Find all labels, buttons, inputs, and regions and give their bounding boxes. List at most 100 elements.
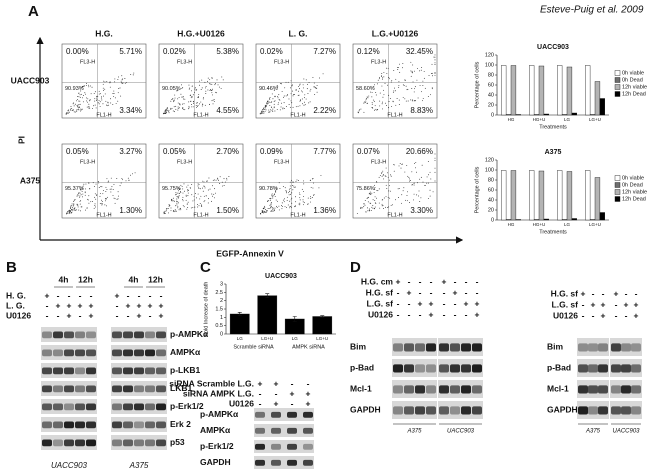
event-dot (382, 174, 384, 176)
condition-sign: - (116, 300, 119, 310)
event-dot (106, 80, 108, 82)
quadrant-pct: 75.86% (356, 186, 375, 192)
event-dot (281, 205, 283, 207)
blot-band (393, 343, 403, 352)
condition-sign: + (396, 276, 401, 286)
event-dot (73, 209, 75, 211)
blot-band (404, 385, 414, 394)
condition-sign: + (581, 288, 586, 298)
event-dot (269, 98, 270, 100)
event-dot (420, 69, 422, 71)
event-dot (175, 194, 176, 196)
event-dot (193, 195, 195, 197)
event-dot (273, 209, 275, 211)
blot-band (86, 421, 96, 429)
condition-label: H.G. sf (366, 287, 394, 297)
blot-band (145, 421, 155, 429)
condition-label: H.G. sf (551, 288, 579, 298)
event-dot (93, 92, 95, 94)
event-dot (291, 85, 293, 87)
event-dot (415, 171, 417, 173)
axis-name: FL1-H (96, 112, 111, 118)
event-dot (124, 82, 126, 84)
blot-band (621, 406, 631, 415)
bar (533, 114, 540, 116)
event-dot (209, 89, 211, 91)
condition-sign: + (634, 310, 639, 320)
event-dot (104, 198, 106, 200)
blot-band (426, 343, 436, 352)
event-dot (284, 87, 286, 89)
event-dot (125, 82, 127, 83)
y-tick-label: 60 (488, 187, 494, 193)
cell-line: UACC903 (447, 429, 475, 435)
event-dot (302, 199, 304, 201)
y-tick-label: 40 (488, 92, 494, 98)
event-dot (202, 180, 204, 182)
event-dot (196, 102, 198, 104)
event-dot (265, 211, 267, 213)
event-dot (309, 179, 311, 181)
event-dot (419, 70, 420, 72)
bar (312, 316, 333, 335)
event-dot (307, 203, 309, 205)
event-dot (70, 206, 71, 208)
event-dot (434, 56, 436, 58)
event-dot (363, 203, 365, 205)
event-dot (176, 89, 178, 91)
event-dot (89, 107, 91, 109)
event-dot (176, 202, 178, 204)
event-dot (116, 177, 118, 179)
event-dot (434, 59, 436, 61)
event-dot (100, 96, 102, 98)
event-dot (73, 105, 75, 107)
blot-band (156, 367, 166, 375)
event-dot (284, 206, 286, 208)
blot-band (426, 364, 436, 373)
event-dot (212, 99, 214, 101)
event-dot (422, 100, 423, 102)
event-dot (310, 187, 312, 188)
event-dot (84, 93, 86, 95)
event-dot (398, 99, 400, 101)
event-dot (182, 107, 184, 109)
event-dot (217, 177, 218, 179)
legend-swatch (614, 189, 621, 195)
event-dot (195, 193, 196, 195)
blot-band (145, 403, 155, 411)
bar (566, 66, 573, 116)
event-dot (84, 192, 86, 194)
event-dot (268, 200, 269, 202)
condition-sign: + (115, 290, 120, 300)
event-dot (291, 202, 293, 204)
cell-line: UACC903 (612, 429, 640, 435)
event-dot (274, 110, 276, 112)
event-dot (117, 198, 119, 200)
event-dot (320, 174, 322, 176)
event-dot (392, 204, 394, 206)
event-dot (269, 199, 271, 201)
blot-band (123, 331, 133, 339)
event-dot (278, 99, 280, 100)
bar (510, 170, 517, 221)
legend-swatch (614, 77, 621, 83)
event-dot (224, 181, 226, 183)
blot-strip (392, 338, 437, 356)
event-dot (289, 205, 291, 207)
event-dot (434, 180, 436, 182)
event-dot (288, 194, 290, 196)
legend-label: 0h viable (622, 70, 644, 76)
event-dot (182, 205, 184, 207)
event-dot (173, 106, 175, 108)
blot-band (64, 385, 74, 393)
event-dot (434, 54, 436, 56)
event-dot (271, 93, 273, 95)
event-dot (191, 85, 193, 87)
blot-band (64, 367, 74, 375)
event-dot (390, 81, 392, 83)
event-dot (266, 103, 268, 105)
event-dot (384, 175, 386, 177)
legend-label: 0h viable (622, 175, 644, 181)
event-dot (374, 184, 376, 186)
event-dot (402, 84, 404, 86)
